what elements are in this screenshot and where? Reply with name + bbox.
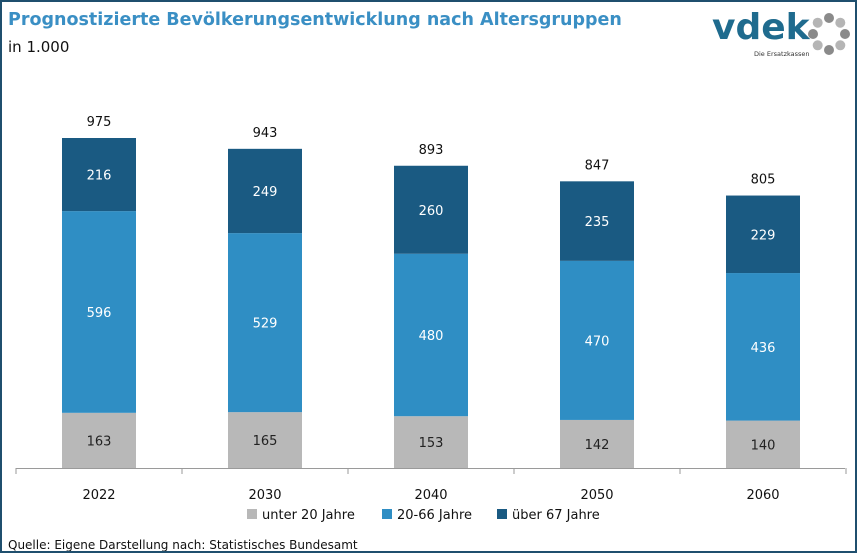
bar-value-label: 140 [751, 438, 776, 453]
bar-segment [62, 138, 136, 212]
bar-value-label: 249 [253, 185, 278, 200]
bar-value-label: 480 [419, 329, 444, 344]
chart-title: Prognostizierte Bevölkerungsentwicklung … [8, 10, 622, 30]
x-tick-label: 2050 [580, 488, 613, 503]
legend-label: über 67 Jahre [512, 508, 600, 523]
bar-segment [62, 211, 136, 413]
bar-segment [228, 412, 302, 468]
logo-ring-dot [824, 45, 834, 55]
bar-value-label: 529 [253, 317, 278, 332]
legend-swatch [382, 509, 392, 519]
bar-total-label: 847 [585, 158, 610, 173]
bar-segment [560, 181, 634, 261]
logo-ring-dot [840, 29, 850, 39]
vdek-logo: vdek Die Ersatzkassen [708, 7, 853, 62]
bar-segment [228, 148, 302, 234]
bar-total-label: 805 [751, 173, 776, 188]
bar-segment [228, 233, 302, 413]
bar-segment [394, 253, 468, 417]
logo-brand-text: vdek [712, 7, 810, 48]
bar-value-label: 229 [751, 228, 776, 243]
bar-segment [560, 419, 634, 468]
bar-segment [394, 165, 468, 254]
legend-label: unter 20 Jahre [262, 508, 355, 523]
logo-ring-dot [835, 17, 846, 28]
x-tick-label: 2022 [82, 488, 115, 503]
logo-ring-dot [808, 29, 818, 39]
logo-ring-dot [812, 40, 823, 51]
bar-value-label: 142 [585, 438, 610, 453]
x-tick-label: 2030 [248, 488, 281, 503]
bar-total-label: 975 [87, 115, 112, 130]
bar-segment [560, 260, 634, 420]
bar-value-label: 165 [253, 434, 278, 449]
x-tick-label: 2040 [414, 488, 447, 503]
bar-value-label: 436 [751, 341, 776, 356]
bar-total-label: 943 [253, 126, 278, 141]
legend-label: 20-66 Jahre [397, 508, 472, 523]
logo-ring-dot [835, 40, 846, 51]
legend-swatch [247, 509, 257, 519]
bar-segment [394, 416, 468, 468]
bar-total-label: 893 [419, 143, 444, 158]
chart-subtitle: in 1.000 [8, 38, 70, 56]
legend-swatch [497, 509, 507, 519]
bar-segment [62, 412, 136, 468]
bar-segment [726, 420, 800, 468]
source-note: Quelle: Eigene Darstellung nach: Statist… [8, 538, 358, 552]
logo-ring-dot [812, 17, 823, 28]
bar-value-label: 596 [87, 306, 112, 321]
bar-value-label: 216 [87, 169, 112, 184]
bar-value-label: 260 [419, 204, 444, 219]
bar-segment [726, 195, 800, 274]
bar-value-label: 163 [87, 434, 112, 449]
bar-value-label: 235 [585, 215, 610, 230]
bar-value-label: 470 [585, 334, 610, 349]
x-tick-label: 2060 [746, 488, 779, 503]
bar-segment [726, 273, 800, 421]
dotted-ring-icon [808, 13, 850, 55]
bar-value-label: 153 [419, 436, 444, 451]
logo-ring-dot [824, 13, 834, 23]
logo-tagline: Die Ersatzkassen [754, 50, 810, 58]
